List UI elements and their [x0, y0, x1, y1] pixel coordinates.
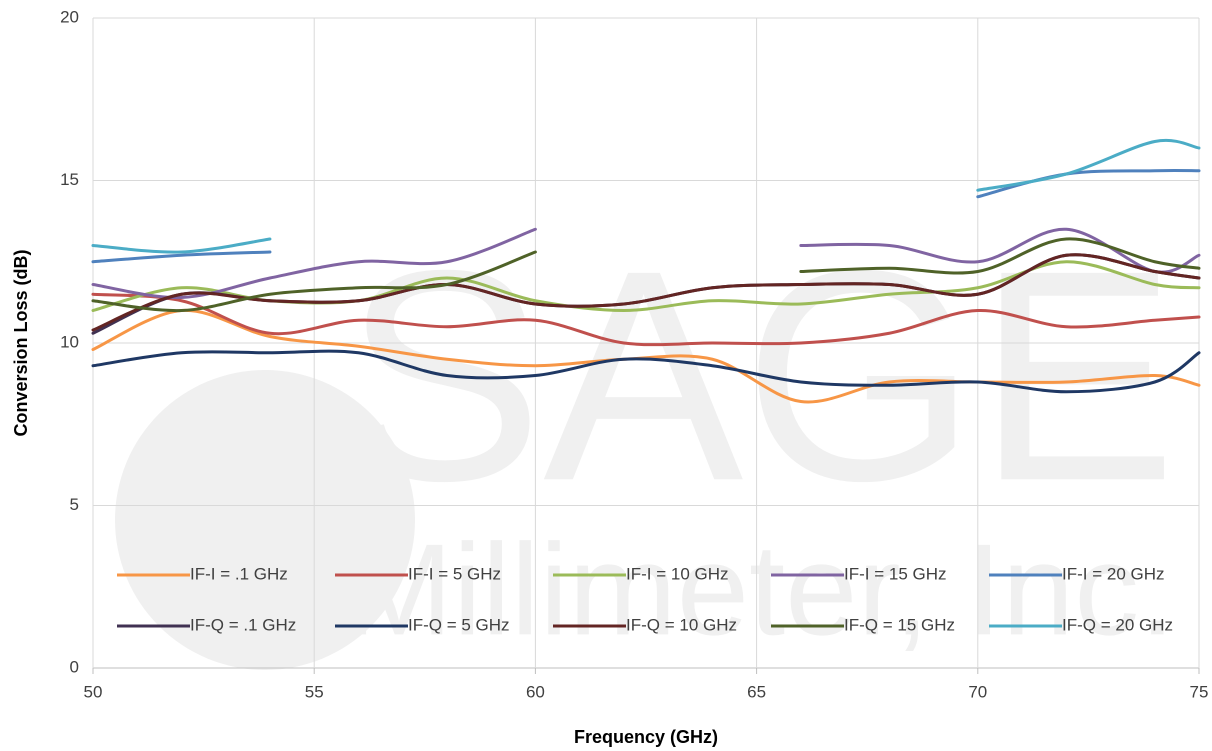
legend-label: IF-I = 15 GHz	[844, 564, 947, 583]
y-tick-label: 15	[60, 170, 79, 189]
y-tick-label: 10	[60, 332, 79, 351]
x-tick-label: 55	[305, 682, 324, 701]
legend-label: IF-I = .1 GHz	[190, 564, 288, 583]
series-line	[91, 253, 1201, 332]
x-tick-label: 75	[1190, 682, 1209, 701]
series-line	[976, 138, 1201, 192]
legend-label: IF-Q = .1 GHz	[190, 615, 296, 634]
series-line	[91, 250, 537, 313]
legend-label: IF-I = 10 GHz	[626, 564, 729, 583]
watermark-logo	[115, 370, 415, 670]
watermark-text: Millimeter, Inc.	[345, 516, 1176, 662]
legend-label: IF-Q = 5 GHz	[408, 615, 510, 634]
y-tick-label: 20	[60, 7, 79, 26]
series-line	[976, 169, 1201, 199]
x-axis-title: Frequency (GHz)	[574, 727, 718, 747]
series-line	[91, 292, 1201, 347]
legend-label: IF-I = 5 GHz	[408, 564, 501, 583]
x-tick-label: 60	[526, 682, 545, 701]
series-line	[91, 250, 272, 264]
x-tick-label: 50	[84, 682, 103, 701]
series-line	[91, 308, 1201, 404]
legend-label: IF-Q = 10 GHz	[626, 615, 737, 634]
series-line	[799, 237, 1201, 275]
legend-label: IF-I = 20 GHz	[1062, 564, 1165, 583]
legend-label: IF-Q = 20 GHz	[1062, 615, 1173, 634]
x-tick-label: 65	[747, 682, 766, 701]
series-line	[91, 349, 1201, 394]
x-tick-label: 70	[968, 682, 987, 701]
y-tick-label: 5	[70, 495, 79, 514]
y-axis-title: Conversion Loss (dB)	[11, 249, 31, 436]
y-tick-label: 0	[70, 657, 79, 676]
legend-label: IF-Q = 15 GHz	[844, 615, 955, 634]
series-line	[91, 237, 272, 254]
